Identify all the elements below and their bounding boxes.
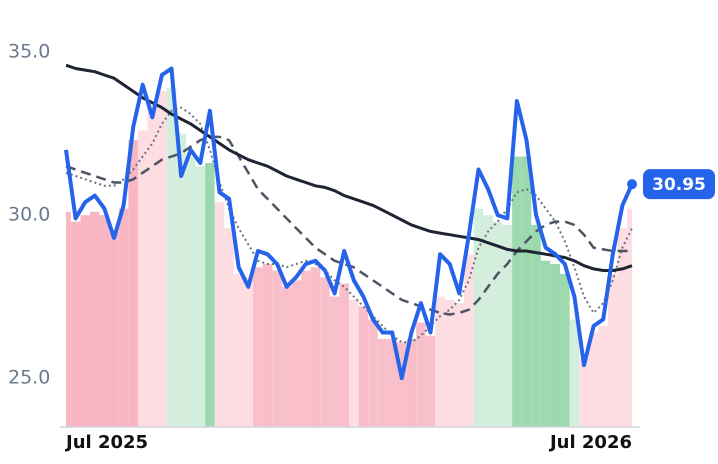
band [137,130,148,427]
band [233,273,244,427]
band [358,306,369,427]
band [492,221,503,427]
x-tick-label: Jul 2025 [64,432,148,453]
band [70,221,81,427]
band [329,296,340,427]
band [406,338,417,427]
last-value-badge [643,169,715,200]
line-layer [64,63,634,381]
band [454,303,465,427]
band [185,156,196,427]
band [339,283,349,427]
band [205,162,215,427]
band [598,325,609,427]
band [253,267,263,427]
band [473,208,484,427]
band [89,211,100,427]
band [416,322,426,427]
band [608,273,618,427]
band [464,254,474,427]
band [80,215,90,427]
series-line [64,66,634,381]
series-line [65,106,633,344]
band [368,319,378,427]
band [109,231,119,427]
band [540,260,551,427]
band [349,299,359,427]
band [569,319,580,427]
band [157,91,167,427]
band [243,277,254,427]
band [262,264,273,427]
band [291,280,302,427]
last-point [627,179,637,190]
band [444,299,455,427]
band [147,101,158,427]
y-tick-label: 30.0 [8,204,50,226]
band [224,228,234,427]
last-value-label: 30.95 [652,175,706,195]
band [176,133,186,427]
band [588,332,599,427]
band [281,286,292,427]
band [377,338,388,427]
band [387,338,397,427]
band [512,156,522,427]
y-tick-label: 25.0 [8,367,50,389]
band [483,215,493,427]
band [435,296,445,427]
band [310,267,321,427]
band [531,224,541,427]
band [521,156,532,427]
y-tick-label: 35.0 [8,41,50,63]
band [579,358,589,427]
band [66,211,71,427]
band-layer [66,88,632,428]
band [214,202,225,427]
x-tick-label: Jul 2026 [548,432,632,453]
band [550,264,561,427]
band [627,208,632,427]
band [128,140,138,427]
series-line [65,63,633,272]
band [166,88,177,428]
band [301,270,311,427]
band [396,342,407,427]
band [617,228,628,427]
band [118,208,129,427]
band [425,335,436,427]
band [320,277,330,427]
band [272,270,282,427]
band [195,166,206,428]
band [99,215,110,427]
band [502,224,513,427]
band [560,273,570,427]
